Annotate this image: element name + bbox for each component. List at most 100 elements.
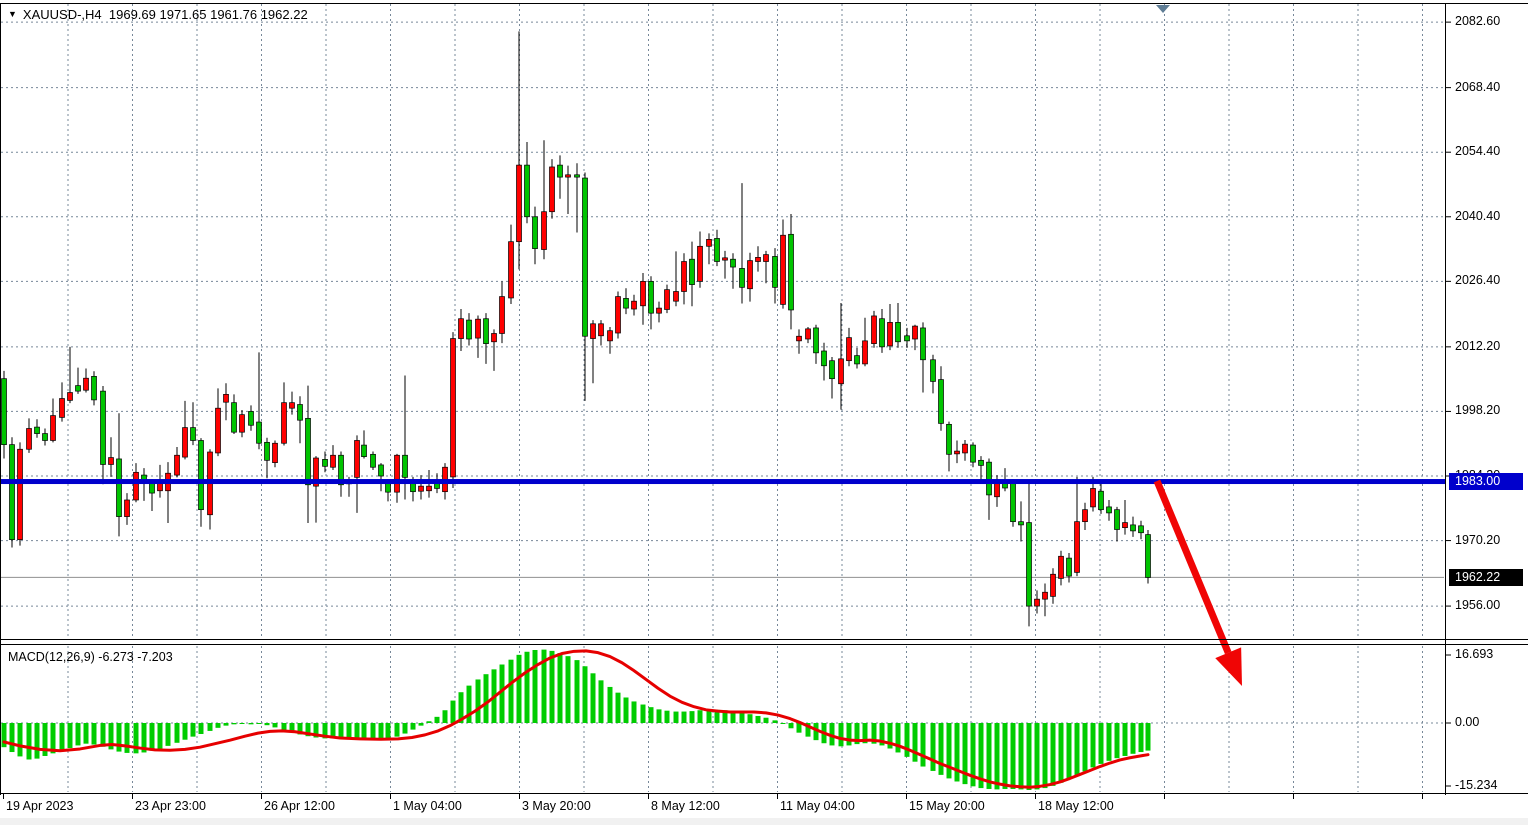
macd-bar — [887, 723, 893, 749]
candle-bear — [466, 319, 472, 340]
macd-bar — [100, 723, 106, 747]
candle-bull — [174, 454, 180, 476]
macd-bar — [516, 654, 522, 723]
macd-bar — [648, 707, 654, 723]
candle-bull — [664, 289, 670, 310]
macd-bar — [157, 723, 163, 749]
macd-bar — [264, 723, 270, 726]
candle-bear — [402, 454, 408, 478]
macd-bar — [402, 723, 408, 734]
macd-bar — [50, 723, 56, 754]
trend-arrow-head[interactable] — [1215, 647, 1242, 686]
macd-bar — [838, 723, 844, 747]
candle-bull — [475, 318, 481, 339]
candle-bear — [930, 359, 936, 382]
price-axis-label: 1956.00 — [1455, 598, 1501, 613]
candle-bull — [17, 448, 23, 541]
macd-bar — [305, 723, 311, 737]
trend-arrow-shaft[interactable] — [1153, 479, 1232, 655]
candle-bear — [116, 458, 122, 517]
macd-bar — [796, 723, 802, 733]
candle-bear — [854, 355, 860, 365]
price-axis-label: 1970.20 — [1455, 532, 1501, 547]
macd-bar — [458, 692, 464, 723]
top-border — [0, 3, 1528, 4]
macd-bar — [297, 723, 303, 735]
macd-bar — [755, 715, 761, 723]
macd-bar — [697, 710, 703, 723]
macd-bar — [450, 700, 456, 723]
candle-bull — [796, 335, 802, 342]
macd-bar — [607, 686, 613, 723]
candle-bull — [491, 333, 497, 343]
chart-marker-icon: ▼ — [8, 9, 17, 19]
macd-bar — [1138, 723, 1144, 753]
macd-bar — [418, 723, 424, 726]
macd-bar — [272, 723, 278, 728]
macd-bar — [904, 723, 910, 757]
candle-bull — [962, 443, 968, 454]
candle-bear — [689, 258, 695, 285]
time-axis-label: 8 May 12:00 — [651, 799, 720, 813]
candle-bear — [378, 464, 384, 477]
candle-bear — [970, 444, 976, 463]
macd-bar — [1098, 723, 1104, 764]
macd-bar — [338, 723, 344, 738]
candle-bear — [986, 461, 992, 496]
macd-bar — [673, 711, 679, 723]
time-axis-label: 1 May 04:00 — [393, 799, 462, 813]
macd-bar — [330, 723, 336, 739]
candle-bull — [59, 398, 65, 418]
macd-bar — [190, 723, 196, 737]
candle-bear — [821, 350, 827, 367]
time-axis-label: 11 May 04:00 — [780, 799, 855, 813]
macd-axis-label: 16.693 — [1455, 647, 1494, 661]
macd-bar — [946, 723, 952, 779]
macd-bar — [133, 723, 139, 754]
macd-bar — [1130, 723, 1136, 754]
candle-bull — [590, 323, 596, 339]
candle-bull — [656, 307, 662, 314]
candle-bull — [846, 337, 852, 362]
macd-bar — [582, 666, 588, 723]
candle-bull — [394, 454, 400, 493]
candle-bull — [912, 325, 918, 340]
macd-bar — [962, 723, 968, 785]
candle-bear — [813, 327, 819, 354]
macd-bar — [747, 714, 753, 723]
macd-bar — [207, 723, 213, 731]
candle-bull — [1122, 522, 1128, 529]
candle-bull — [426, 485, 432, 492]
candle-bull — [516, 164, 522, 243]
candle-bear — [248, 411, 254, 426]
price-axis-label: 2068.40 — [1455, 79, 1501, 94]
candle-bull — [1074, 521, 1080, 573]
macd-bar — [1066, 723, 1072, 780]
candle-bear — [648, 281, 654, 314]
time-axis-label: 26 Apr 12:00 — [264, 799, 335, 813]
macd-bar — [994, 723, 1000, 790]
candle-bull — [215, 407, 221, 454]
macd-bar — [788, 723, 794, 729]
macd-bar — [67, 723, 73, 749]
macd-bar — [165, 723, 171, 746]
candle-bull — [565, 174, 571, 178]
candle-bear — [1114, 509, 1120, 530]
macd-bar — [1034, 723, 1040, 790]
macd-bar — [83, 723, 89, 744]
candle-bear — [574, 174, 580, 178]
macd-bar — [42, 723, 48, 756]
candle-bull — [598, 323, 604, 337]
macd-bar — [1122, 723, 1128, 756]
macd-bar — [26, 723, 32, 760]
candle-bear — [1106, 506, 1112, 514]
candle-bear — [788, 233, 794, 311]
candle-bear — [42, 433, 48, 441]
horizontal-line-1983[interactable] — [0, 479, 1445, 485]
candle-bear — [483, 318, 489, 344]
macd-bar — [854, 723, 860, 745]
macd-bar — [248, 723, 254, 725]
macd-bar — [223, 723, 229, 726]
